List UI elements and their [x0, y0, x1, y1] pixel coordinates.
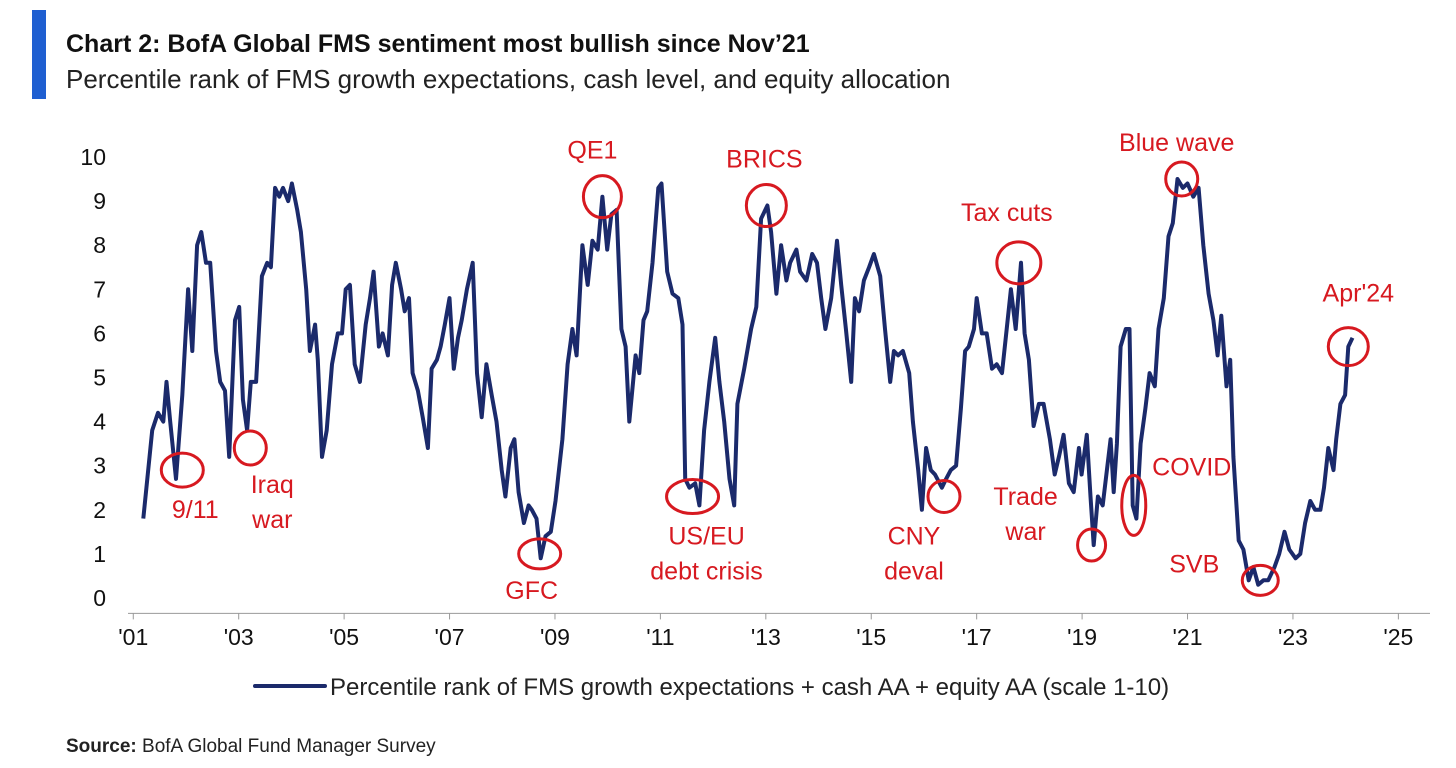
y-tick-label: 6 [93, 320, 106, 346]
annotation-circle [926, 479, 962, 515]
annotation-label: war [1004, 518, 1045, 546]
x-tick-label: '01 [118, 624, 148, 650]
y-tick-label: 7 [93, 276, 106, 302]
annotation-circle [744, 183, 788, 229]
annotation-label: CNY [888, 523, 941, 551]
annotation-label: 9/11 [172, 496, 219, 524]
x-tick-label: '25 [1383, 624, 1413, 650]
annotation-label: SVB [1169, 550, 1219, 578]
annotation-circle [1164, 160, 1200, 198]
annotation-label: GFC [505, 577, 558, 605]
annotation-circle [232, 429, 268, 467]
y-tick-label: 1 [93, 541, 106, 567]
annotation-label: Tax cuts [961, 199, 1053, 227]
x-tick-label: '19 [1067, 624, 1097, 650]
annotation-label: QE1 [567, 137, 617, 165]
y-tick-label: 2 [93, 497, 106, 523]
x-tick-label: '21 [1173, 624, 1203, 650]
plot-area: 0 1 2 3 4 5 6 7 8 9 10 '01 '03 '05 '07 '09 '11 '13 '15 '17 '… [80, 129, 1430, 701]
chart-subtitle: Percentile rank of FMS growth expectatio… [66, 64, 950, 94]
annotation-label: Blue wave [1119, 129, 1234, 157]
y-tick-label: 8 [93, 232, 106, 258]
annotation-label: deval [884, 558, 944, 586]
annotation-circle [1120, 473, 1148, 537]
annotation-label: COVID [1152, 453, 1231, 481]
y-tick-label: 9 [93, 188, 106, 214]
annotation-circle [1240, 563, 1280, 597]
x-tick-label: '13 [751, 624, 781, 650]
annotation-circle [517, 537, 563, 571]
x-tick-label: '09 [540, 624, 570, 650]
data-line [141, 177, 1355, 587]
y-tick-label: 5 [93, 364, 106, 390]
y-tick-label: 0 [93, 585, 106, 611]
annotation-label: Trade [993, 483, 1057, 511]
legend-label: Percentile rank of FMS growth expectatio… [330, 674, 1169, 701]
annotation-circle [159, 451, 205, 489]
annotation-circle [995, 240, 1043, 286]
x-tick-label: '07 [435, 624, 465, 650]
annotation-label: debt crisis [650, 558, 763, 586]
x-tick-label: '17 [962, 624, 992, 650]
annotation-circle [581, 174, 623, 220]
header-accent [32, 10, 46, 99]
annotation-circle [1326, 326, 1370, 368]
chart-title: Chart 2: BofA Global FMS sentiment most … [66, 30, 810, 58]
x-tick-label: '15 [856, 624, 886, 650]
source-note: Source: BofA Global Fund Manager Survey [66, 736, 436, 757]
y-tick-label: 10 [80, 144, 106, 170]
annotation-circle [665, 478, 721, 516]
x-tick-label: '11 [646, 624, 674, 650]
annotation-circle [1076, 527, 1108, 563]
source-text: BofA Global Fund Manager Survey [142, 736, 436, 757]
annotation-label: Apr'24 [1323, 280, 1395, 308]
annotation-label: BRICS [726, 146, 802, 174]
x-tick-label: '03 [224, 624, 254, 650]
x-tick-label: '05 [329, 624, 359, 650]
source-label: Source: [66, 736, 137, 757]
y-tick-label: 3 [93, 453, 106, 479]
annotation-label: US/EU [668, 523, 744, 551]
annotation-label: Iraq [251, 471, 294, 499]
x-tick-label: '23 [1278, 624, 1308, 650]
y-tick-label: 4 [93, 409, 106, 435]
annotation-label: war [251, 506, 292, 534]
